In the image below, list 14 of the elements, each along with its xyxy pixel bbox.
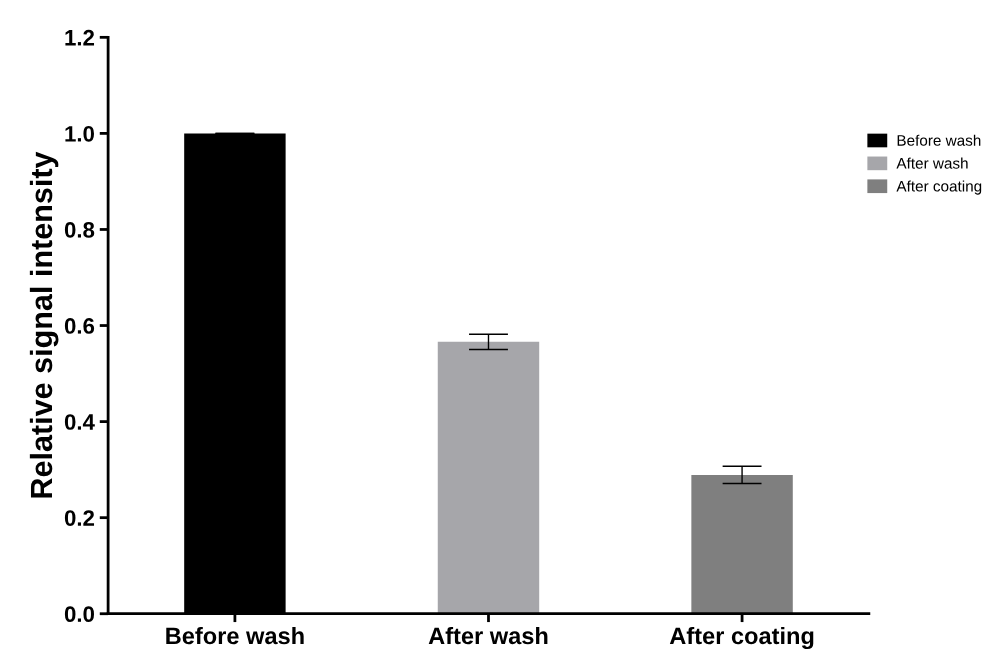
- y-axis-title: Relative signal intensity: [29, 151, 59, 498]
- legend-label: Before wash: [897, 134, 981, 146]
- legend-label: After wash: [896, 157, 968, 169]
- y-tick-label: 1.2: [65, 29, 95, 46]
- x-tick-label: After wash: [428, 626, 548, 645]
- y-tick-label: 0.8: [64, 222, 95, 238]
- legend-label: After coating: [896, 180, 982, 195]
- x-tick-label: After coating: [669, 626, 814, 650]
- y-tick-label: 0.2: [64, 510, 95, 526]
- y-tick-label: 0.4: [64, 414, 95, 430]
- x-tick-label: Before wash: [166, 626, 304, 645]
- y-tick-label: 1.0: [65, 125, 95, 142]
- y-tick-label: 0.6: [64, 318, 95, 334]
- y-tick-label: 0.0: [64, 606, 95, 623]
